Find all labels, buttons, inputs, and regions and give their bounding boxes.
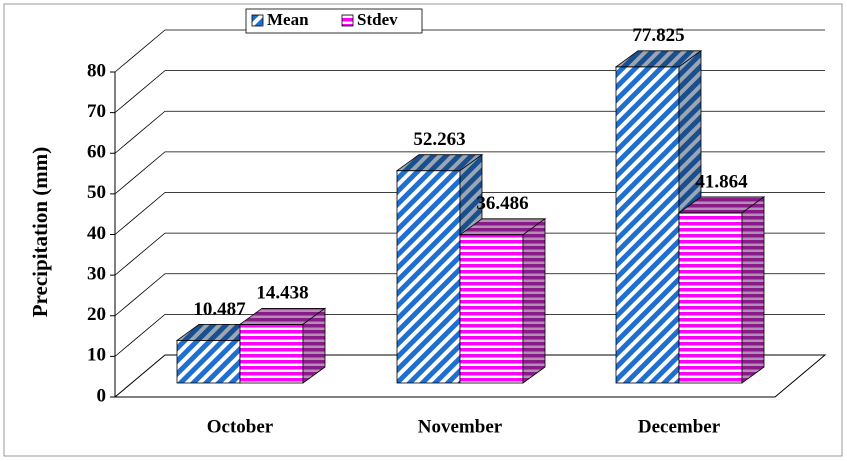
floor [113,354,827,398]
grid-line [114,70,825,113]
bar-side [302,307,326,384]
legend-swatch [251,14,264,27]
y-tick-label: 0 [97,385,107,406]
grid-line [114,29,825,73]
y-tick-label: 60 [87,142,106,163]
data-label: 36.486 [476,193,528,214]
data-label: 10.487 [193,299,246,320]
data-label: 41.864 [695,171,748,192]
x-tick-label: November [418,416,503,437]
grid-line [114,313,825,357]
grid-line [114,151,825,195]
y-tick-label: 50 [87,182,106,203]
bar-front [678,212,743,384]
y-tick-label: 20 [87,304,106,325]
bar-side [522,217,546,384]
y-tick-label: 80 [87,60,106,81]
legend-swatch [341,14,354,27]
bar-front [239,323,304,384]
legend-label: Mean [267,10,309,29]
bar-front [615,66,680,384]
y-tick-label: 30 [87,263,106,284]
x-tick-label: October [207,416,274,437]
bar-front [396,170,461,384]
data-label: 14.438 [256,283,308,304]
y-axis-title: Precipitation (mm) [28,147,52,317]
data-label: 77.825 [632,25,684,46]
data-label: 52.263 [413,129,465,150]
legend-label: Stdev [357,10,398,29]
y-tick-label: 70 [87,101,106,122]
y-tick-label: 10 [87,345,106,366]
bar-front [176,339,241,384]
bar-front [459,234,524,384]
grid-line [114,110,825,154]
grid-line [114,192,825,235]
bar-side [741,196,765,384]
grid-line [114,273,825,317]
legend [245,8,423,34]
x-tick-label: December [638,416,721,437]
grid-line [114,232,825,276]
y-tick-label: 40 [87,223,106,244]
